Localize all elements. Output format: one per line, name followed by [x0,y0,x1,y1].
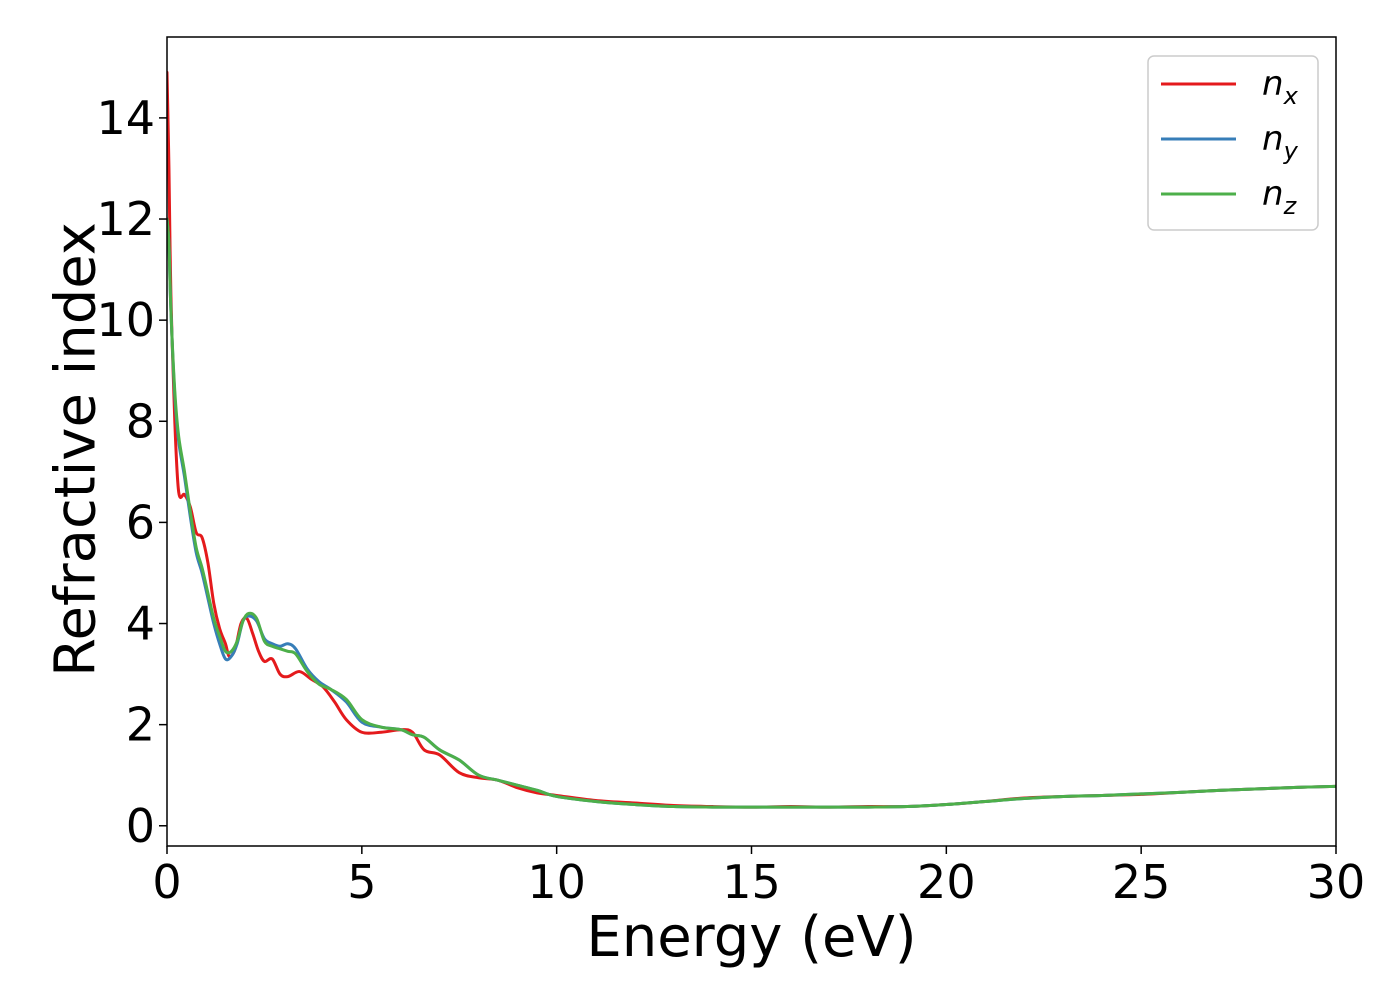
series-layer [167,70,1336,809]
x-tick-label: 30 [1307,855,1366,909]
x-axis-ticks: 0 5 10 15 20 25 30 [152,846,1365,909]
y-tick-label: 10 [96,293,155,347]
x-tick-label: 20 [917,855,976,909]
x-tick-label: 25 [1112,855,1171,909]
legend-label-z: nz [1262,174,1298,220]
x-axis-label: Energy (eV) [586,905,916,970]
y-axis-label: Refractive index [44,222,109,677]
x-tick-label: 10 [527,855,586,909]
y-tick-label: 2 [126,698,155,752]
legend-label-y: ny [1262,119,1299,165]
y-tick-label: 6 [126,495,155,549]
y-tick-label: 0 [126,799,155,853]
legend-box [1147,55,1319,231]
x-tick-label: 5 [347,855,376,909]
y-tick-label: 8 [126,394,155,448]
x-tick-label: 15 [722,855,781,909]
x-tick-label: 0 [152,855,181,909]
y-tick-label: 14 [96,91,155,145]
y-axis-ticks: 0 2 4 6 8 10 12 14 [96,91,167,853]
y-tick-label: 12 [96,192,155,246]
legend: nx ny nz [1147,55,1319,231]
y-tick-label: 4 [126,597,155,651]
legend-label-x: nx [1262,64,1299,110]
series-line-z [167,217,1336,809]
